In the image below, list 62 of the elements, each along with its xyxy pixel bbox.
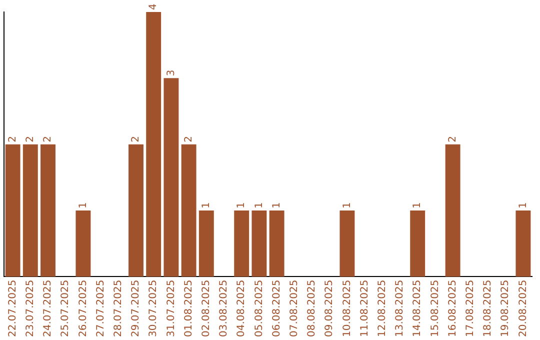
bar [516,210,531,277]
data-label: 1 [518,202,529,209]
x-tick-label: 09.08.2025 [324,280,336,338]
data-label: 2 [447,136,458,142]
bar [252,210,267,277]
x-tick-label: 08.08.2025 [306,280,318,338]
data-label: 1 [200,202,212,209]
data-label: 4 [148,4,160,10]
x-tick-label: 05.08.2025 [254,280,265,338]
x-tick-label: 17.08.2025 [464,280,476,338]
x-tick-label: 14.08.2025 [412,280,424,338]
data-label: 3 [166,70,177,76]
bar [146,12,162,277]
x-tick-label: 16.08.2025 [447,280,458,338]
x-tick-label: 03.08.2025 [218,280,230,338]
x-tick-label: 24.07.2025 [42,280,54,338]
data-label: 2 [7,136,18,142]
bar [445,144,460,277]
x-tick-label: 13.08.2025 [394,280,406,338]
x-tick-label: 19.08.2025 [500,280,512,338]
x-tick-label: 29.07.2025 [130,280,142,338]
data-label: 1 [412,202,424,209]
bar [76,210,91,277]
data-label: 2 [183,136,194,142]
bar [128,144,144,277]
data-label: 1 [78,202,89,209]
data-label: 1 [271,202,282,209]
x-tick-label: 25.07.2025 [60,280,72,338]
x-tick-label: 30.07.2025 [148,280,160,338]
bar [198,210,214,277]
x-tick-label: 18.08.2025 [482,280,494,338]
x-tick-label: 23.07.2025 [24,280,36,338]
x-tick-label: 22.07.2025 [7,280,18,338]
bar [234,210,250,277]
bar [40,144,56,277]
x-tick-label: 11.08.2025 [359,280,370,338]
data-label: 1 [236,202,248,209]
data-label: 2 [42,136,54,142]
x-tick-label: 04.08.2025 [236,280,248,338]
x-tick-label: 10.08.2025 [342,280,353,338]
x-tick-label: 15.08.2025 [430,280,441,338]
x-tick-label: 07.08.2025 [288,280,300,338]
x-tick-label: 26.07.2025 [78,280,89,338]
bar [181,144,196,277]
x-tick-label: 20.08.2025 [518,280,529,338]
bar [340,210,355,277]
bar [22,144,38,277]
x-tick-label: 02.08.2025 [200,280,212,338]
x-tick-label: 06.08.2025 [271,280,282,338]
data-label: 2 [24,136,36,142]
bar [410,210,426,277]
bar [5,144,20,277]
x-tick-label: 31.07.2025 [166,280,177,338]
x-tick-label: 01.08.2025 [183,280,194,338]
data-label: 2 [130,136,142,142]
data-label: 1 [254,202,265,209]
x-tick-label: 28.07.2025 [112,280,124,338]
bar [164,78,179,277]
x-tick-label: 12.08.2025 [376,280,388,338]
data-label: 1 [342,202,353,209]
x-tick-label: 27.07.2025 [95,280,106,338]
bar [269,210,284,277]
